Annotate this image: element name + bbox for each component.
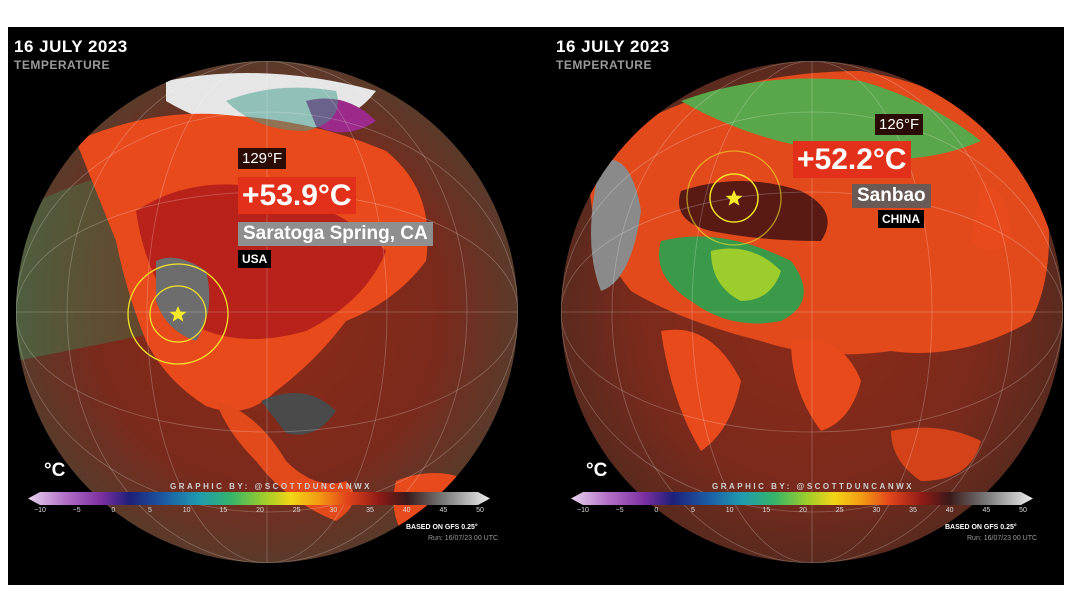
run-time-label: Run: 16/07/23 00 UTC	[967, 535, 1038, 542]
model-source-label: BASED ON GFS 0.25°	[945, 524, 1017, 531]
temp-celsius-label: +53.9°C	[238, 177, 356, 214]
map-panel-asia: 16 JULY 2023 TEMPERATURE 126°F +52.2°C S…	[539, 27, 1064, 585]
run-time-label: Run: 16/07/23 00 UTC	[428, 535, 499, 542]
location-label: Sanbao	[852, 184, 931, 208]
temp-celsius-label: +52.2°C	[793, 141, 911, 178]
colorbar-tick: −10	[577, 507, 589, 514]
colorbar-tick: 35	[909, 507, 917, 514]
colorbar-tick: 30	[872, 507, 881, 514]
globe-asia	[561, 61, 1063, 563]
country-label: CHINA	[878, 210, 924, 228]
temp-fahrenheit-label: 126°F	[875, 114, 924, 135]
temp-fahrenheit-label: 129°F	[238, 148, 287, 169]
colorbar-tick: 30	[329, 507, 338, 514]
colorbar-ticks: −10 −5 0 5 10 15 20 25 30 35 40 45 50	[34, 507, 484, 517]
colorbar-tick: 50	[1019, 507, 1027, 514]
colorbar-tick: 20	[256, 507, 264, 514]
credit-label: GRAPHIC BY: @SCOTTDUNCANWX	[170, 482, 372, 491]
colorbar-tick: 15	[219, 507, 228, 514]
colorbar-tick: −5	[72, 507, 81, 514]
colorbar-tick: 25	[292, 507, 301, 514]
unit-label: °C	[586, 460, 608, 481]
date-title: 16 JULY 2023	[556, 37, 670, 56]
map-panel-north-america: 16 JULY 2023 TEMPERATURE 129°F +53.9°C S…	[8, 27, 539, 585]
colorbar-tick: 40	[402, 507, 411, 514]
country-label: USA	[238, 250, 272, 268]
colorbar-tick: 10	[725, 507, 734, 514]
star-marker-icon	[725, 190, 743, 206]
model-source-label: BASED ON GFS 0.25°	[406, 524, 478, 531]
colorbar-tick: 45	[439, 507, 448, 514]
colorbar-tick: 5	[148, 507, 152, 514]
colorbar-ticks: −10 −5 0 5 10 15 20 25 30 35 40 45 50	[577, 507, 1027, 517]
location-label: Saratoga Spring, CA	[238, 222, 433, 246]
colorbar-tick: 5	[691, 507, 695, 514]
colorbar-tick: 40	[945, 507, 954, 514]
date-title: 16 JULY 2023	[14, 37, 128, 56]
star-marker-icon	[169, 306, 187, 322]
temperature-colorbar	[571, 492, 1033, 505]
colorbar-tick: −5	[615, 507, 624, 514]
colorbar-tick: 15	[762, 507, 771, 514]
map-subtitle: TEMPERATURE	[556, 58, 652, 72]
map-subtitle: TEMPERATURE	[14, 58, 110, 72]
credit-label: GRAPHIC BY: @SCOTTDUNCANWX	[712, 482, 914, 491]
colorbar-tick: 0	[654, 507, 659, 514]
temperature-colorbar	[28, 492, 490, 505]
colorbar-tick: 35	[366, 507, 374, 514]
colorbar-tick: 50	[476, 507, 484, 514]
colorbar-tick: 0	[111, 507, 116, 514]
unit-label: °C	[44, 460, 66, 481]
colorbar-tick: 25	[835, 507, 844, 514]
colorbar-tick: −10	[34, 507, 46, 514]
colorbar-tick: 45	[982, 507, 991, 514]
colorbar-tick: 20	[799, 507, 807, 514]
colorbar-tick: 10	[182, 507, 191, 514]
